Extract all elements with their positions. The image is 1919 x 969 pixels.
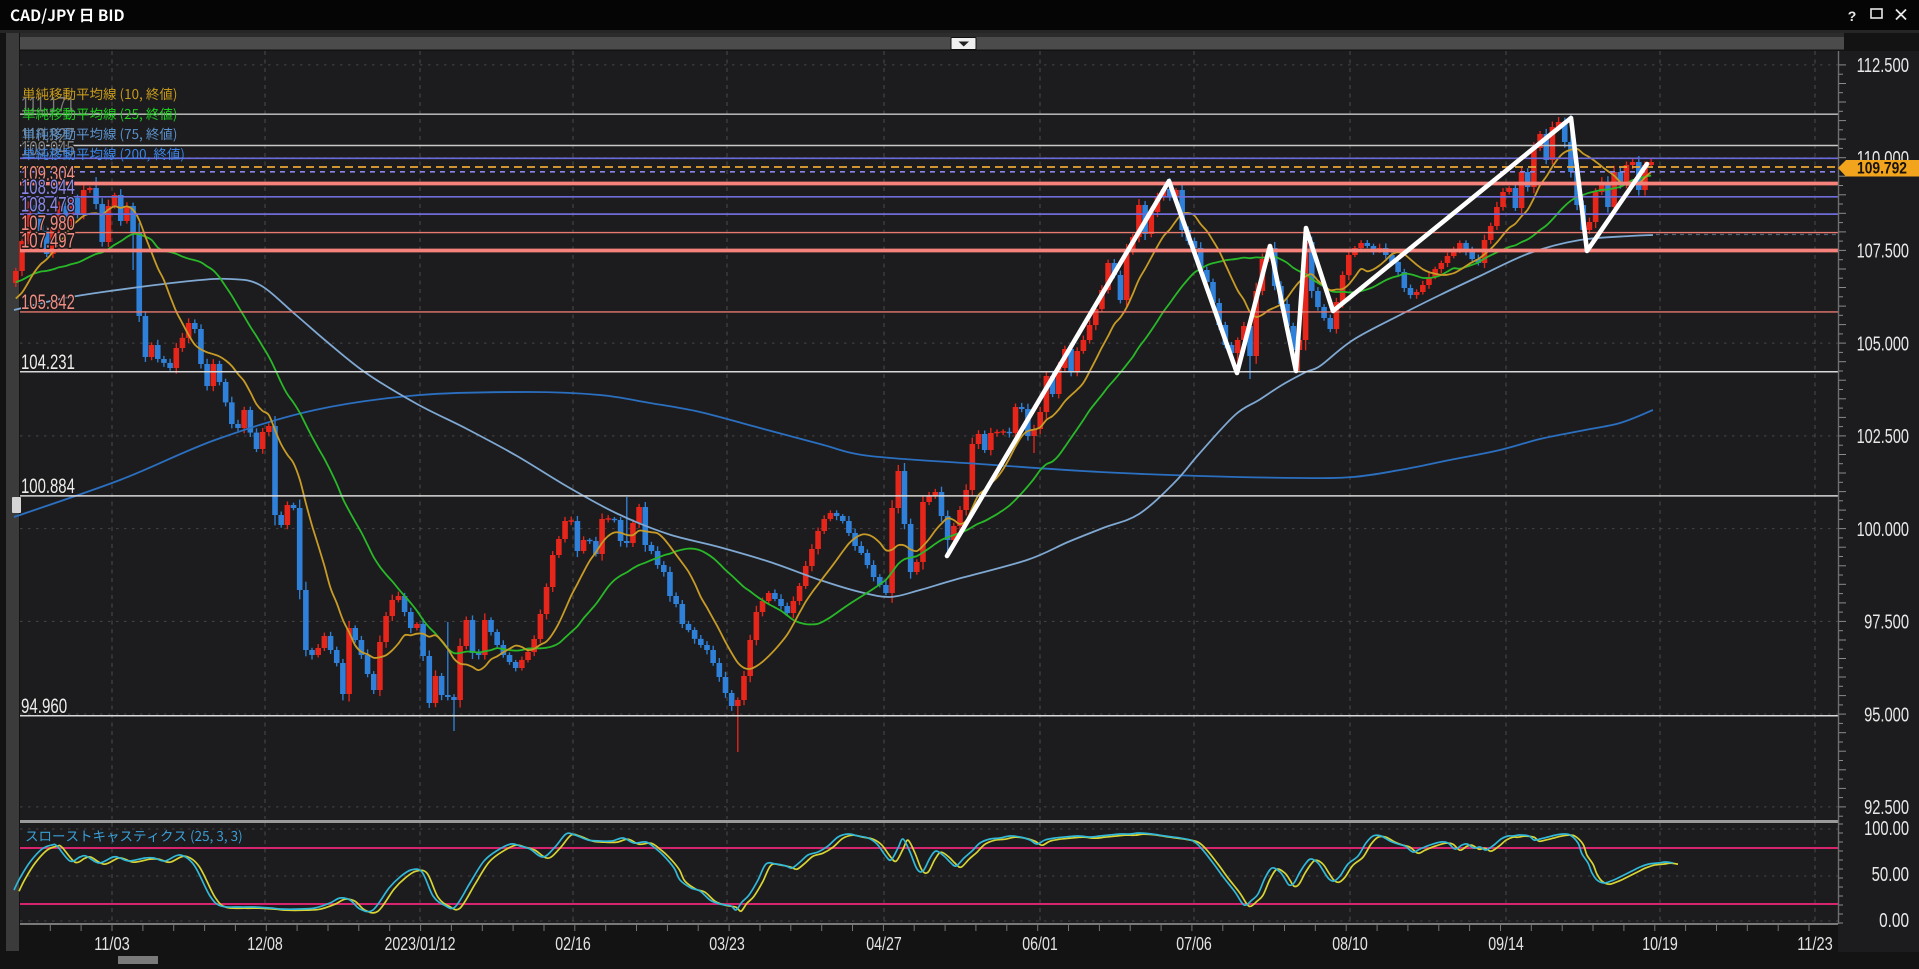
svg-text:100.884: 100.884 — [21, 475, 75, 498]
svg-text:11/03: 11/03 — [94, 934, 130, 954]
svg-text:95.000: 95.000 — [1864, 704, 1909, 726]
svg-text:104.231: 104.231 — [21, 351, 75, 374]
svg-text:105.000: 105.000 — [1857, 333, 1909, 355]
svg-text:107.500: 107.500 — [1857, 241, 1909, 263]
svg-text:109.304: 109.304 — [21, 163, 75, 186]
svg-text:06/01: 06/01 — [1022, 934, 1058, 954]
svg-text:92.500: 92.500 — [1864, 797, 1909, 819]
svg-text:12/08: 12/08 — [247, 934, 283, 954]
svg-text:02/16: 02/16 — [555, 934, 591, 954]
svg-text:108.478: 108.478 — [21, 193, 75, 216]
svg-text:04/27: 04/27 — [866, 934, 902, 954]
svg-text:107.497: 107.497 — [21, 230, 75, 253]
svg-text:?: ? — [1848, 8, 1857, 24]
svg-text:03/23: 03/23 — [709, 934, 745, 954]
svg-text:07/06: 07/06 — [1176, 934, 1212, 954]
svg-text:10/19: 10/19 — [1642, 934, 1678, 954]
svg-text:50.00: 50.00 — [1872, 864, 1909, 886]
svg-text:100.000: 100.000 — [1857, 519, 1909, 541]
svg-text:08/10: 08/10 — [1332, 934, 1368, 954]
svg-text:105.842: 105.842 — [21, 291, 75, 314]
svg-text:97.500: 97.500 — [1864, 612, 1909, 634]
svg-text:94.960: 94.960 — [21, 695, 67, 718]
svg-text:100.00: 100.00 — [1864, 818, 1909, 840]
svg-text:2023/01/12: 2023/01/12 — [385, 934, 456, 954]
svg-text:109.792: 109.792 — [1857, 159, 1907, 178]
svg-text:11/23: 11/23 — [1797, 934, 1833, 954]
svg-text:102.500: 102.500 — [1857, 426, 1909, 448]
svg-text:108.944: 108.944 — [21, 176, 75, 199]
svg-text:0.00: 0.00 — [1879, 910, 1909, 932]
svg-text:112.500: 112.500 — [1857, 55, 1909, 77]
svg-text:09/14: 09/14 — [1488, 934, 1524, 954]
svg-text:107.980: 107.980 — [21, 212, 75, 235]
